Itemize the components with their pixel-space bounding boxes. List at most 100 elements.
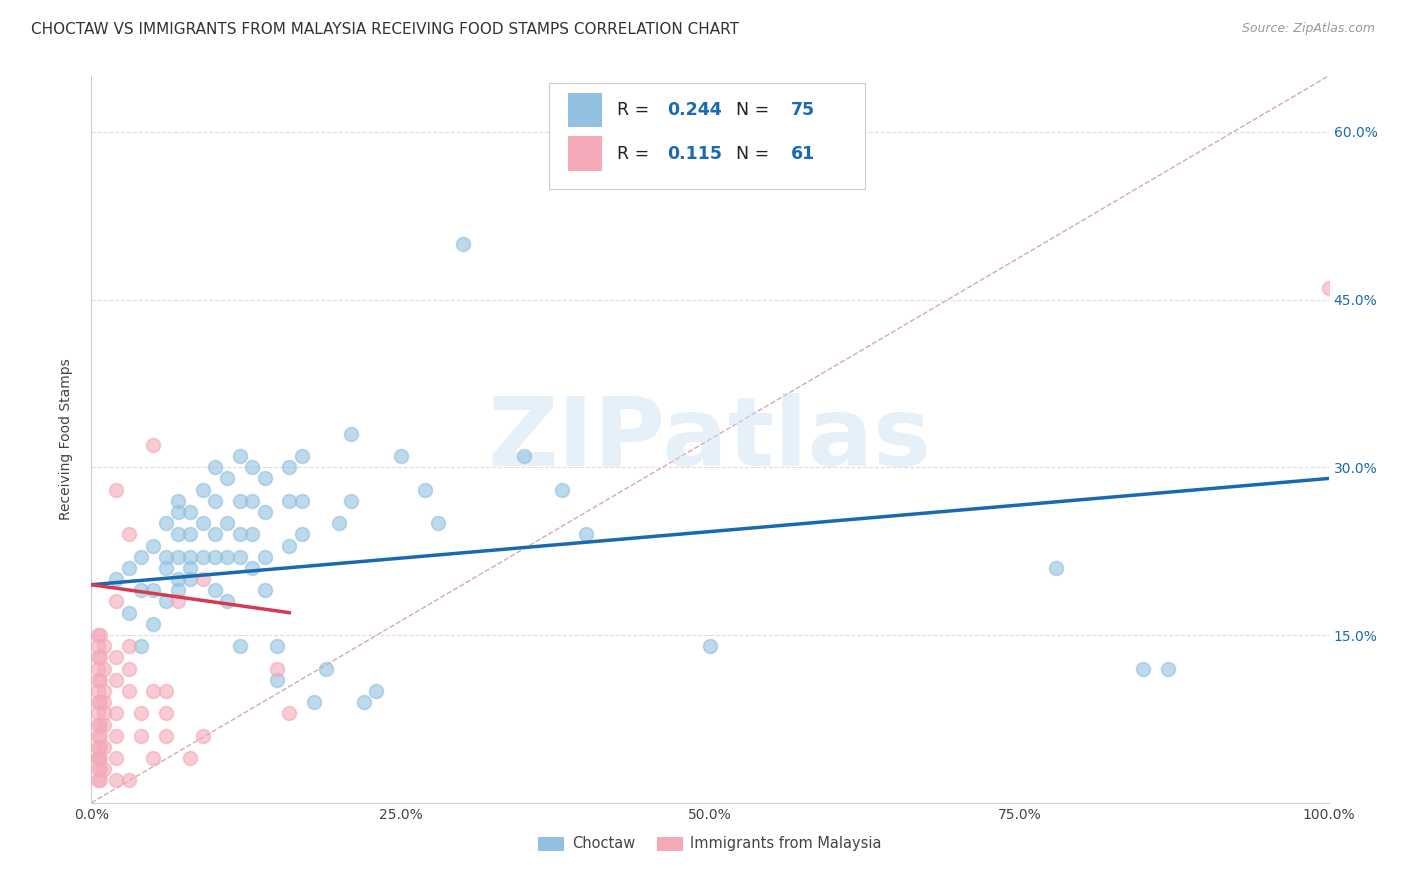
Point: [93, 695, 115, 709]
Point: [117, 662, 139, 676]
Point: [86, 684, 108, 698]
Point: [129, 583, 152, 598]
Point: [204, 460, 226, 475]
Point: [240, 561, 263, 575]
Point: [93, 706, 115, 721]
Point: [229, 527, 252, 541]
Point: [191, 549, 214, 564]
Point: [278, 460, 301, 475]
Point: [302, 695, 325, 709]
Point: [117, 684, 139, 698]
Point: [1132, 662, 1154, 676]
Point: [229, 639, 252, 653]
Point: [1317, 281, 1340, 295]
Point: [117, 639, 139, 653]
Point: [291, 527, 314, 541]
Point: [167, 505, 190, 519]
FancyBboxPatch shape: [550, 83, 865, 188]
Point: [86, 729, 108, 743]
Point: [575, 527, 598, 541]
Point: [451, 236, 474, 251]
Point: [253, 549, 276, 564]
Point: [204, 549, 226, 564]
Point: [426, 516, 449, 531]
Point: [105, 594, 128, 608]
Point: [291, 493, 314, 508]
Point: [240, 460, 263, 475]
Bar: [568, 136, 602, 171]
Point: [89, 628, 111, 642]
Text: 0.115: 0.115: [666, 145, 721, 162]
Point: [89, 751, 111, 765]
Point: [86, 628, 108, 642]
Point: [167, 527, 190, 541]
Point: [278, 539, 301, 553]
Point: [217, 516, 239, 531]
Point: [266, 662, 288, 676]
Point: [191, 572, 214, 586]
Point: [86, 639, 108, 653]
Point: [340, 493, 363, 508]
Text: N =: N =: [725, 101, 775, 119]
Point: [93, 662, 115, 676]
Point: [253, 471, 276, 485]
Point: [142, 539, 165, 553]
Point: [105, 751, 128, 765]
Point: [155, 684, 177, 698]
Point: [142, 616, 165, 631]
Point: [89, 739, 111, 754]
Point: [179, 527, 201, 541]
Point: [167, 583, 190, 598]
Point: [142, 583, 165, 598]
Point: [129, 729, 152, 743]
Point: [105, 773, 128, 788]
Point: [105, 483, 128, 497]
Point: [142, 438, 165, 452]
Point: [89, 650, 111, 665]
Point: [204, 527, 226, 541]
Point: [129, 549, 152, 564]
Text: CHOCTAW VS IMMIGRANTS FROM MALAYSIA RECEIVING FOOD STAMPS CORRELATION CHART: CHOCTAW VS IMMIGRANTS FROM MALAYSIA RECE…: [31, 22, 740, 37]
Text: 75: 75: [790, 101, 814, 119]
Point: [117, 527, 139, 541]
Point: [155, 706, 177, 721]
Point: [217, 594, 239, 608]
Point: [229, 493, 252, 508]
Point: [229, 549, 252, 564]
Point: [353, 695, 375, 709]
Point: [142, 684, 165, 698]
Point: [253, 505, 276, 519]
Point: [155, 516, 177, 531]
Bar: [568, 93, 602, 128]
Text: R =: R =: [617, 145, 661, 162]
Point: [229, 449, 252, 463]
Point: [513, 449, 536, 463]
Point: [550, 483, 572, 497]
Text: ZIPatlas: ZIPatlas: [488, 392, 932, 486]
Point: [117, 606, 139, 620]
Point: [105, 706, 128, 721]
Point: [105, 650, 128, 665]
Point: [291, 449, 314, 463]
Point: [266, 673, 288, 687]
Text: Source: ZipAtlas.com: Source: ZipAtlas.com: [1241, 22, 1375, 36]
Point: [93, 739, 115, 754]
Point: [93, 684, 115, 698]
Point: [117, 773, 139, 788]
Point: [191, 516, 214, 531]
Point: [86, 662, 108, 676]
Point: [89, 717, 111, 731]
Point: [240, 493, 263, 508]
Point: [1045, 561, 1067, 575]
Point: [699, 639, 721, 653]
Point: [1157, 662, 1180, 676]
Point: [191, 483, 214, 497]
Point: [129, 639, 152, 653]
Point: [155, 549, 177, 564]
Point: [86, 739, 108, 754]
Point: [315, 662, 337, 676]
Point: [86, 673, 108, 687]
Point: [89, 773, 111, 788]
Point: [89, 695, 111, 709]
Point: [155, 729, 177, 743]
